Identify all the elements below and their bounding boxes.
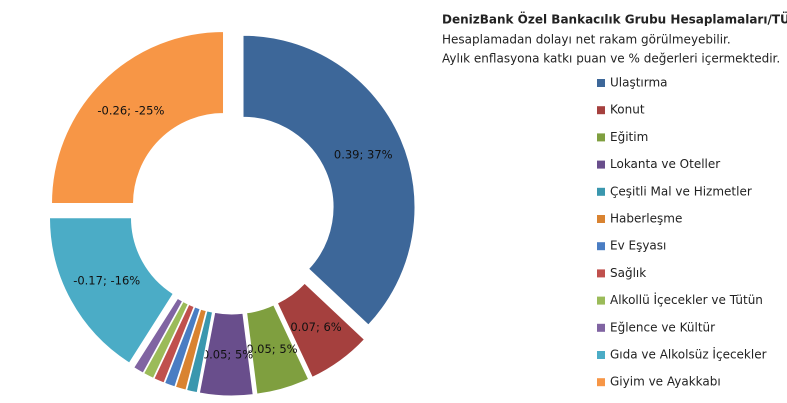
legend-swatch (597, 106, 605, 115)
data-label: 0.05; 5% (246, 342, 297, 356)
chart-subtitle: Aylık enflasyona katkı puan ve % değerle… (442, 52, 780, 66)
legend-label: Sağlık (610, 266, 646, 280)
data-label: -0.26; -25% (97, 103, 164, 117)
legend-label: Eğlence ve Kültür (610, 320, 715, 334)
legend-swatch (597, 242, 605, 251)
legend-label: Eğitim (610, 130, 648, 144)
legend-label: Konut (610, 103, 645, 117)
legend-label: Lokanta ve Oteller (610, 157, 720, 171)
legend-swatch (597, 351, 605, 359)
donut-segment (242, 34, 416, 326)
donut-segment (174, 308, 207, 391)
donut-segment (143, 300, 189, 379)
legend-swatch (597, 323, 605, 332)
legend-swatch (597, 133, 605, 142)
donut-segment (276, 282, 366, 379)
chart-title: DenizBank Özel Bankacılık Grubu Hesaplam… (442, 12, 787, 27)
donut-segment (163, 306, 201, 388)
donut-segment (51, 31, 225, 205)
data-label: 0.07; 6% (290, 320, 341, 334)
data-label: 0.39; 37% (334, 148, 393, 162)
legend-swatch (597, 160, 605, 169)
legend-swatch (597, 378, 605, 387)
donut-segment (153, 303, 195, 384)
legend-swatch (597, 296, 605, 305)
donut-segment (48, 217, 174, 364)
legend-label: Ulaştırma (610, 76, 668, 90)
legend-label: Giyim ve Ayakkabı (610, 375, 721, 389)
legend-label: Gıda ve Alkolsüz İçecekler (610, 347, 767, 362)
legend-label: Çeşitli Mal ve Hizmetler (610, 184, 752, 198)
legend-swatch (597, 79, 605, 87)
legend-label: Alkollü İçecekler ve Tütün (610, 292, 763, 307)
donut-segment (133, 297, 184, 374)
legend-label: Haberleşme (610, 212, 682, 226)
data-label: -0.17; -16% (73, 273, 140, 287)
legend-swatch (597, 215, 605, 223)
legend-swatch (597, 187, 605, 196)
chart-subtitle: Hesaplamadan dolayı net rakam görülmeyeb… (442, 33, 731, 47)
donut-segment (246, 304, 310, 395)
legend-label: Ev Eşyası (610, 239, 666, 253)
donut-segment (185, 310, 214, 394)
donut-segment (198, 311, 254, 397)
data-label: 0.05; 5% (202, 347, 253, 361)
legend-swatch (597, 269, 605, 278)
